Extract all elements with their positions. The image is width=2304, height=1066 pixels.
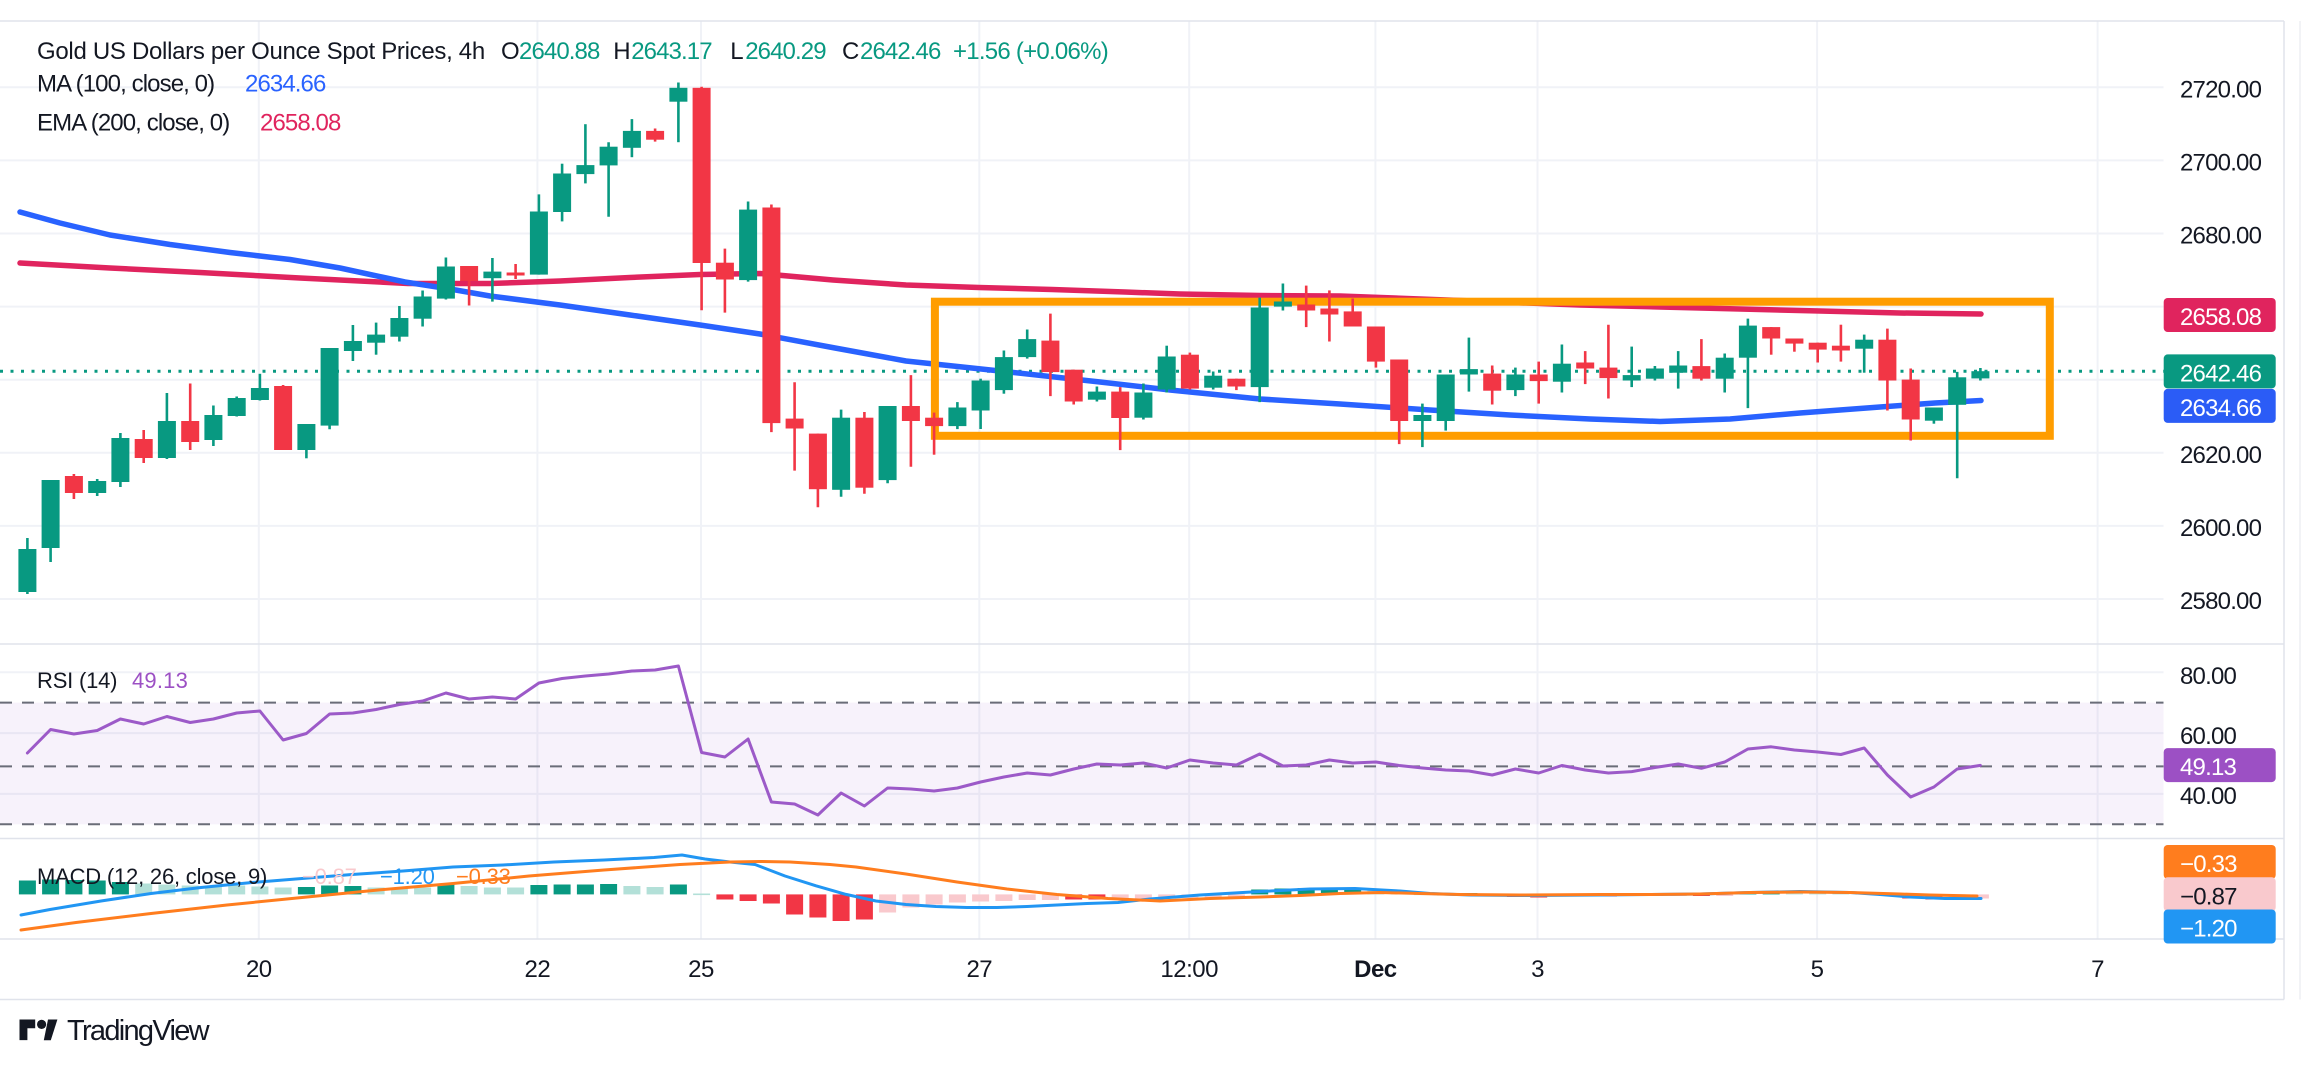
svg-text:27: 27 [966,956,992,983]
svg-text:−1.20: −1.20 [380,864,435,889]
svg-text:2640.29: 2640.29 [745,38,826,65]
svg-text:MA (100, close, 0): MA (100, close, 0) [37,71,214,98]
svg-text:2640.88: 2640.88 [519,38,600,65]
svg-text:2642.46: 2642.46 [860,38,941,65]
svg-text:−1.20: −1.20 [2180,916,2237,943]
svg-text:7: 7 [2091,956,2104,983]
svg-text:2580.00: 2580.00 [2180,588,2262,615]
svg-text:2634.66: 2634.66 [245,71,326,98]
svg-text:49.13: 49.13 [2180,754,2237,781]
svg-text:2642.46: 2642.46 [2180,360,2262,387]
svg-text:MACD (12, 26, close, 9): MACD (12, 26, close, 9) [37,864,267,889]
svg-text:80.00: 80.00 [2180,663,2237,690]
svg-text:40.00: 40.00 [2180,783,2237,810]
svg-text:25: 25 [688,956,714,983]
svg-text:2680.00: 2680.00 [2180,223,2262,250]
svg-text:L: L [730,38,743,65]
svg-text:RSI (14): RSI (14) [37,668,117,693]
svg-text:Gold US Dollars per Ounce Spot: Gold US Dollars per Ounce Spot Prices, 4… [37,38,485,65]
svg-text:20: 20 [246,956,272,983]
svg-text:+1.56 (+0.06%): +1.56 (+0.06%) [953,38,1108,65]
svg-text:C: C [842,38,859,65]
svg-text:5: 5 [1811,956,1824,983]
svg-text:12:00: 12:00 [1160,956,1218,983]
svg-text:−0.87: −0.87 [2180,883,2237,910]
svg-text:TradingView: TradingView [67,1015,211,1047]
svg-text:2634.66: 2634.66 [2180,395,2262,422]
svg-text:2658.08: 2658.08 [260,110,341,137]
svg-text:2658.08: 2658.08 [2180,304,2262,331]
svg-text:22: 22 [525,956,551,983]
svg-text:2720.00: 2720.00 [2180,76,2262,103]
svg-text:3: 3 [1531,956,1544,983]
svg-text:2600.00: 2600.00 [2180,515,2262,542]
svg-text:2643.17: 2643.17 [631,38,712,65]
svg-text:49.13: 49.13 [132,668,188,693]
svg-text:−0.87: −0.87 [302,864,357,889]
svg-text:Dec: Dec [1354,956,1397,983]
svg-text:60.00: 60.00 [2180,723,2237,750]
svg-text:−0.33: −0.33 [2180,851,2237,878]
svg-text:EMA (200, close, 0): EMA (200, close, 0) [37,110,229,137]
svg-text:2620.00: 2620.00 [2180,442,2262,469]
svg-text:−0.33: −0.33 [456,864,511,889]
svg-text:H: H [613,38,629,65]
svg-text:O: O [501,38,519,65]
svg-text:2700.00: 2700.00 [2180,149,2262,176]
